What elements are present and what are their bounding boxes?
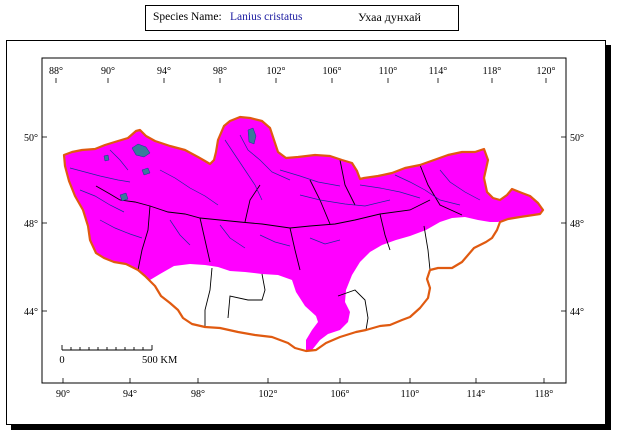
lon-label-bottom: 94° [123, 389, 137, 400]
top-axis [55, 78, 547, 83]
lon-label-top: 106° [323, 66, 342, 77]
lat-axes [42, 136, 566, 312]
lon-label-top: 120° [537, 66, 556, 77]
national-border [62, 115, 545, 353]
lon-label-top: 98° [213, 66, 227, 77]
scale-bar [61, 345, 153, 351]
species-range-area [64, 117, 543, 351]
lon-label-top: 88° [49, 66, 63, 77]
scientific-name: Lanius cristatus [230, 11, 303, 23]
lon-label-top: 102° [267, 66, 286, 77]
lon-label-bottom: 90° [56, 389, 70, 400]
lon-label-bottom: 98° [191, 389, 205, 400]
lat-label-left: 48° [24, 219, 38, 230]
scale-end-label: 500 KM [142, 355, 178, 366]
rivers [69, 134, 481, 249]
lat-label-right: 44° [570, 307, 584, 318]
lon-label-bottom: 106° [331, 389, 350, 400]
lon-label-bottom: 114° [467, 389, 486, 400]
species-title-box: Species Name: Lanius cristatus Ухаа дунх… [145, 5, 459, 31]
lat-label-left: 50° [24, 133, 38, 144]
lat-label-left: 44° [24, 307, 38, 318]
lon-label-top: 110° [379, 66, 398, 77]
lon-label-bottom: 110° [401, 389, 420, 400]
lon-label-top: 94° [157, 66, 171, 77]
local-name: Ухаа дунхай [358, 10, 421, 24]
lakes [103, 127, 257, 202]
lat-label-right: 48° [570, 219, 584, 230]
scale-start-label: 0 [59, 355, 64, 366]
lon-label-top: 90° [101, 66, 115, 77]
lon-label-top: 114° [429, 66, 448, 77]
admin-boundaries [95, 159, 463, 331]
bottom-axis [62, 378, 545, 383]
lon-label-bottom: 102° [259, 389, 278, 400]
species-name-label: Species Name: [153, 11, 222, 23]
lon-label-top: 118° [483, 66, 502, 77]
lat-label-right: 50° [570, 133, 584, 144]
lon-label-bottom: 118° [535, 389, 554, 400]
